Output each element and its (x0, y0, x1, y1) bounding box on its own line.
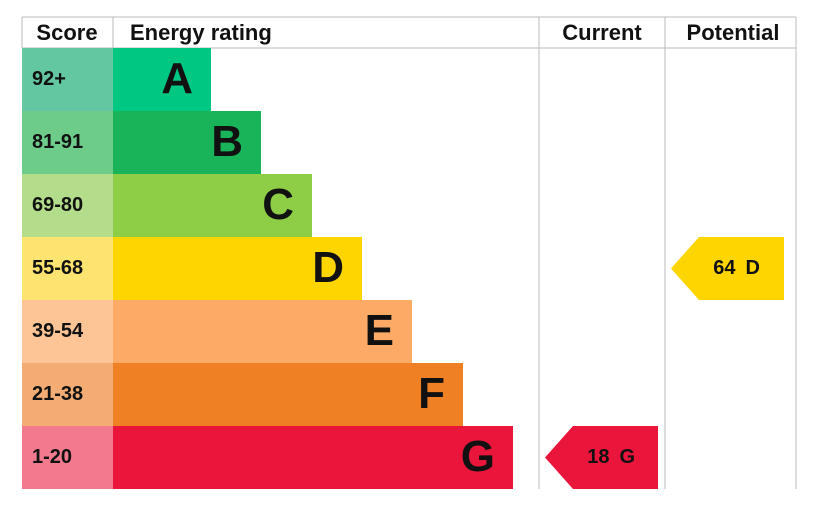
header-score: Score (36, 20, 97, 45)
score-cell (22, 111, 113, 174)
score-cell (22, 363, 113, 426)
rating-bar (113, 300, 412, 363)
score-label: 39-54 (32, 320, 84, 342)
rating-letter: E (365, 306, 394, 355)
rating-bar (113, 363, 463, 426)
rating-letter: C (262, 180, 294, 229)
score-label: 21-38 (32, 383, 83, 405)
score-label: 1-20 (32, 446, 72, 468)
rating-letter: F (418, 369, 445, 418)
score-cell (22, 300, 113, 363)
potential-value: 64 (713, 257, 736, 279)
rating-letter: B (211, 117, 243, 166)
potential-letter: D (746, 257, 760, 279)
rating-letter: G (461, 432, 495, 481)
score-cell (22, 174, 113, 237)
rating-bar (113, 48, 211, 111)
current-arrow (545, 426, 658, 489)
header-current: Current (562, 20, 642, 45)
score-label: 92+ (32, 68, 66, 90)
rating-bar (113, 237, 362, 300)
header-potential: Potential (687, 20, 780, 45)
rating-bar (113, 111, 261, 174)
score-cell (22, 426, 113, 489)
header-rating: Energy rating (130, 20, 272, 45)
current-value: 18 (587, 446, 609, 468)
rating-letter: A (161, 54, 193, 103)
current-letter: G (620, 446, 636, 468)
score-cell (22, 237, 113, 300)
score-label: 81-91 (32, 131, 83, 153)
rating-bar (113, 426, 513, 489)
score-cell (22, 48, 113, 111)
score-label: 55-68 (32, 257, 83, 279)
score-label: 69-80 (32, 194, 83, 216)
potential-arrow (671, 237, 784, 300)
rating-letter: D (312, 243, 344, 292)
rating-bar (113, 174, 312, 237)
